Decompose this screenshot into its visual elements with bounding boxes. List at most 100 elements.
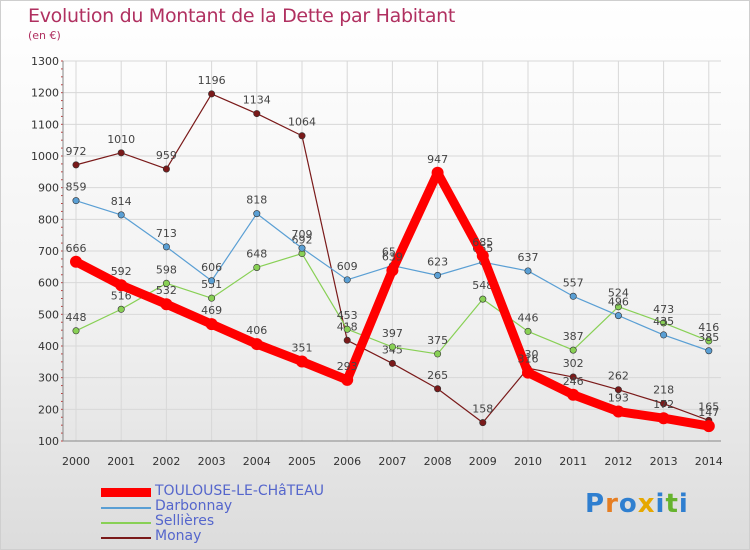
y-tick-label: 1200: [31, 87, 59, 100]
data-label-darbonnay: 606: [201, 261, 222, 274]
data-label-monay: 959: [156, 149, 177, 162]
data-point-toulouse-le-ch-teau: [205, 318, 218, 331]
data-point-toulouse-le-ch-teau: [612, 405, 625, 418]
data-label-selli-res: 453: [337, 309, 358, 322]
data-point-selli-res: [72, 327, 80, 335]
data-label-selli-res: 473: [653, 303, 674, 316]
x-tick-label: 2001: [107, 455, 135, 468]
data-label-selli-res: 446: [518, 311, 539, 324]
x-tick-label: 2002: [152, 455, 180, 468]
data-point-darbonnay: [72, 197, 80, 205]
x-tick-label: 2005: [288, 455, 316, 468]
x-tick-label: 2011: [559, 455, 587, 468]
data-point-darbonnay: [524, 267, 532, 275]
data-label-toulouse-le-ch-teau: 532: [156, 284, 177, 297]
data-label-monay: 265: [427, 369, 448, 382]
chart-subtitle: (en €): [28, 29, 61, 42]
chart-title: Evolution du Montant de la Dette par Hab…: [28, 5, 456, 27]
data-point-toulouse-le-ch-teau: [296, 355, 308, 368]
data-label-toulouse-le-ch-teau: 947: [427, 153, 448, 166]
data-point-selli-res: [705, 337, 713, 345]
data-point-toulouse-le-ch-teau: [250, 338, 263, 351]
x-tick-label: 2004: [243, 455, 271, 468]
data-label-selli-res: 551: [201, 278, 222, 291]
data-point-darbonnay: [434, 271, 442, 279]
data-point-toulouse-le-ch-teau: [431, 166, 444, 179]
data-point-monay: [569, 373, 577, 381]
x-tick-label: 2009: [469, 455, 497, 468]
data-point-toulouse-le-ch-teau: [341, 373, 354, 386]
data-label-monay: 972: [66, 145, 87, 158]
data-label-toulouse-le-ch-teau: 406: [246, 324, 267, 337]
data-point-monay: [479, 419, 487, 427]
data-point-selli-res: [253, 263, 261, 271]
data-label-monay: 1010: [107, 133, 135, 146]
data-point-darbonnay: [614, 312, 622, 320]
data-label-toulouse-le-ch-teau: 147: [698, 406, 719, 419]
x-tick-label: 2010: [514, 455, 542, 468]
data-point-monay: [388, 359, 396, 367]
data-label-darbonnay: 623: [427, 255, 448, 268]
data-point-monay: [343, 336, 351, 344]
data-point-monay: [253, 110, 261, 118]
data-label-darbonnay: 609: [337, 260, 358, 273]
data-label-selli-res: 387: [563, 330, 584, 343]
data-label-selli-res: 692: [292, 234, 313, 247]
data-point-darbonnay: [117, 211, 125, 219]
data-label-darbonnay: 435: [653, 315, 674, 328]
data-label-selli-res: 397: [382, 327, 403, 340]
data-point-monay: [72, 161, 80, 169]
data-label-toulouse-le-ch-teau: 666: [66, 242, 87, 255]
y-tick-label: 200: [38, 403, 59, 416]
data-label-toulouse-le-ch-teau: 639: [382, 250, 403, 263]
data-point-toulouse-le-ch-teau: [702, 420, 715, 433]
data-point-monay: [434, 385, 442, 393]
logo-letter: i: [678, 489, 689, 519]
data-label-selli-res: 416: [698, 321, 719, 334]
data-point-monay: [162, 165, 170, 173]
logo-letter: x: [637, 489, 656, 519]
data-point-darbonnay: [343, 276, 351, 284]
data-label-monay: 262: [608, 370, 629, 383]
data-label-darbonnay: 859: [66, 181, 87, 194]
data-point-darbonnay: [208, 277, 216, 285]
data-label-toulouse-le-ch-teau: 351: [292, 342, 313, 355]
x-tick-label: 2012: [604, 455, 632, 468]
data-point-darbonnay: [705, 347, 713, 355]
data-label-monay: 165: [698, 400, 719, 413]
data-label-darbonnay: 818: [246, 194, 267, 207]
data-label-selli-res: 375: [427, 334, 448, 347]
data-point-darbonnay: [298, 244, 306, 252]
data-label-darbonnay: 496: [608, 296, 629, 309]
data-point-selli-res: [208, 294, 216, 302]
data-point-selli-res: [479, 295, 487, 303]
data-label-selli-res: 516: [111, 289, 132, 302]
legend-label: Sellières: [155, 513, 215, 529]
y-tick-label: 1100: [31, 118, 59, 131]
data-label-monay: 1196: [198, 74, 226, 87]
data-point-selli-res: [343, 325, 351, 333]
data-label-toulouse-le-ch-teau: 246: [563, 375, 584, 388]
x-tick-label: 2000: [62, 455, 90, 468]
y-tick-label: 800: [38, 213, 59, 226]
x-tick-label: 2008: [424, 455, 452, 468]
data-label-monay: 1134: [243, 94, 271, 107]
x-tick-label: 2003: [198, 455, 226, 468]
data-label-darbonnay: 713: [156, 227, 177, 240]
y-tick-label: 400: [38, 340, 59, 353]
data-point-selli-res: [388, 343, 396, 351]
data-label-selli-res: 598: [156, 263, 177, 276]
data-label-selli-res: 524: [608, 287, 629, 300]
data-point-toulouse-le-ch-teau: [115, 279, 128, 292]
data-point-selli-res: [614, 303, 622, 311]
y-tick-label: 1300: [31, 55, 59, 68]
data-label-selli-res: 548: [472, 279, 493, 292]
legend-swatch: [101, 507, 151, 509]
data-point-toulouse-le-ch-teau: [386, 264, 399, 277]
y-tick-label: 100: [38, 435, 59, 448]
x-tick-label: 2014: [695, 455, 723, 468]
data-point-toulouse-le-ch-teau: [522, 366, 534, 379]
data-point-selli-res: [434, 350, 442, 358]
